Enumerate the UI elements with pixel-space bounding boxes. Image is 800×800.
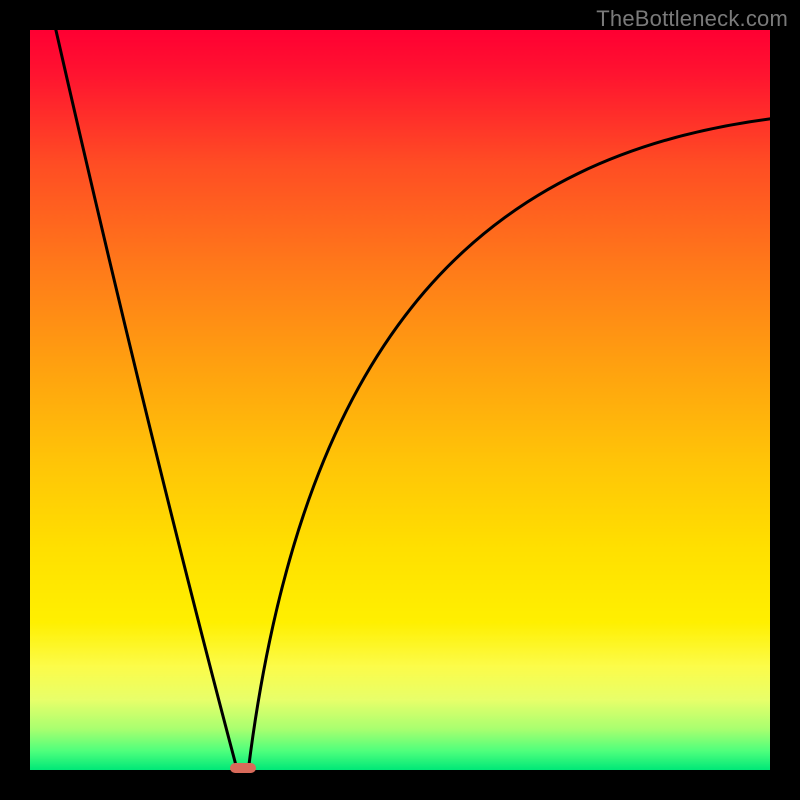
bottleneck-curve	[30, 30, 770, 770]
watermark-text: TheBottleneck.com	[596, 6, 788, 32]
plot-area	[30, 30, 770, 770]
vertex-marker	[230, 763, 257, 773]
chart-root: TheBottleneck.com	[0, 0, 800, 800]
curve-path	[56, 30, 770, 770]
